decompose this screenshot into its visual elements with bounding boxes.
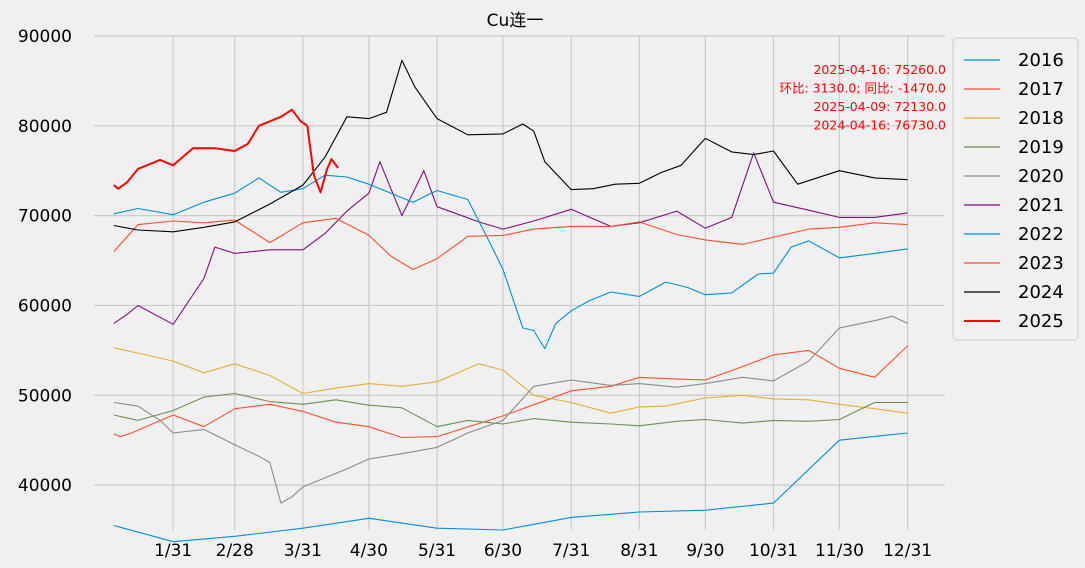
y-tick-label: 70000 [18, 207, 72, 227]
series-line-2025 [113, 108, 339, 194]
x-tick-label: 1/31 [154, 541, 192, 561]
legend-label: 2018 [1018, 108, 1064, 129]
x-axis-ticks: 1/31 2/28 3/31 4/30 5/31 6/30 7/31 8/31 9/30 10/3… [154, 541, 932, 561]
legend-label: 2016 [1018, 50, 1064, 71]
annotation-line: 2024-04-16: 76730.0 [813, 118, 946, 133]
legend-label: 2021 [1018, 195, 1064, 216]
legend-label: 2017 [1018, 79, 1064, 100]
series-line-2017 [113, 345, 908, 439]
series-line-2021 [113, 152, 908, 325]
x-tick-label: 6/30 [484, 541, 522, 561]
y-tick-label: 60000 [18, 296, 72, 316]
legend-label: 2024 [1018, 282, 1064, 303]
series-line-2018 [113, 347, 908, 414]
legend-label: 2025 [1018, 311, 1064, 332]
legend-label: 2022 [1018, 224, 1064, 245]
legend: 2016 2017 2018 2019 2020 2021 2022 2023 2024 2025 [952, 37, 1079, 341]
series-lines [113, 59, 908, 543]
annotations: 2025-04-16: 75260.0 环比: 3130.0; 同比: -1470… [779, 62, 946, 133]
x-tick-label: 12/31 [883, 541, 932, 561]
series-line-2023 [113, 217, 908, 271]
y-tick-label: 90000 [18, 27, 72, 47]
x-tick-label: 2/28 [216, 541, 254, 561]
annotation-line: 环比: 3130.0; 同比: -1470.0 [779, 81, 946, 96]
x-tick-label: 3/31 [284, 541, 322, 561]
x-tick-label: 7/31 [552, 541, 590, 561]
annotation-line: 2025-04-16: 75260.0 [813, 62, 946, 77]
series-line-2019 [113, 392, 908, 428]
y-tick-label: 40000 [18, 476, 72, 496]
x-tick-label: 4/30 [350, 541, 388, 561]
chart-title: Cu连一 [487, 11, 544, 31]
series-line-2016 [113, 432, 908, 543]
legend-label: 2023 [1018, 253, 1064, 274]
series-line-2020 [113, 315, 908, 504]
legend-box [952, 37, 1079, 341]
x-tick-label: 8/31 [620, 541, 658, 561]
series-line-2022 [113, 174, 908, 350]
legend-label: 2019 [1018, 137, 1064, 158]
legend-label: 2020 [1018, 166, 1064, 187]
y-tick-label: 80000 [18, 117, 72, 137]
x-tick-label: 5/31 [418, 541, 456, 561]
series-line-2024 [113, 59, 908, 233]
x-tick-label: 10/31 [749, 541, 798, 561]
y-tick-label: 50000 [18, 386, 72, 406]
y-axis-ticks: 40000 50000 60000 70000 80000 90000 [18, 27, 72, 496]
x-tick-label: 9/30 [686, 541, 724, 561]
annotation-line: 2025-04-09: 72130.0 [813, 99, 946, 114]
x-tick-label: 11/30 [815, 541, 864, 561]
